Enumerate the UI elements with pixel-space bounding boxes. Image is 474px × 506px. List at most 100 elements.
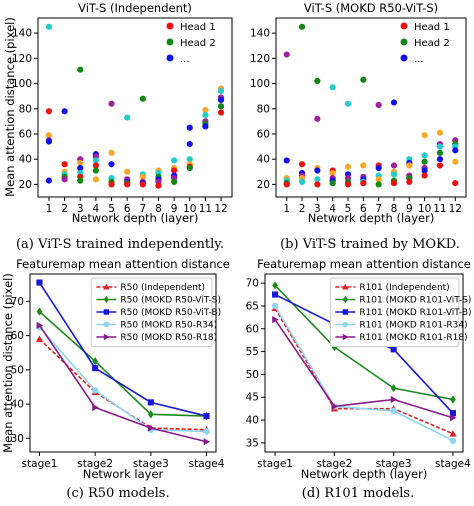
chart4-series-line	[274, 319, 454, 419]
chart1-point	[92, 162, 99, 169]
chart3-series-marker	[36, 321, 44, 329]
chart3-series-line	[38, 324, 207, 443]
chart4-legend-label: R101 (MOKD R101-R18)	[359, 333, 467, 343]
chart1-point	[217, 109, 225, 116]
chart2-point	[421, 158, 428, 165]
chart2-xtick-label: 12	[449, 203, 462, 215]
chart4-ytick-label: 50	[246, 369, 259, 381]
chart1-xtick-label: 6	[124, 203, 131, 215]
chart1-point	[45, 23, 53, 30]
chart2-legend-label: ...	[414, 54, 424, 65]
chart3-plot-frame	[29, 273, 217, 453]
chart3-series-marker	[147, 410, 154, 419]
chart2-ytick-label: 140	[250, 28, 270, 40]
chart2-point	[329, 169, 336, 177]
chart3-legend-label: R50 (MOKD R50-R18)	[120, 333, 217, 343]
chart4-ytick-label: 40	[246, 415, 259, 427]
chart1-xtick-label: 12	[214, 203, 227, 215]
chart1-point	[77, 159, 84, 167]
chart2-point	[314, 167, 321, 174]
chart4-xtick-label: stage2	[316, 458, 352, 470]
chart3-ytick-label: 60	[11, 330, 24, 342]
chart2-legend-marker	[400, 22, 408, 30]
chart2-xtick-label: 10	[418, 203, 431, 215]
chart4-legend-label: R101 (MOKD R101-R34)	[359, 321, 467, 331]
chart2-point	[314, 77, 321, 85]
chart1-ylabel: Mean attention distance (pixel)	[3, 17, 17, 197]
chart1-point	[61, 161, 68, 168]
chart4-ytick-label: 45	[246, 392, 259, 404]
chart2-point	[390, 180, 398, 187]
chart3-ylabel: Mean attention distance (pixel)	[1, 273, 15, 453]
chart1-point	[92, 167, 99, 174]
chart4-series-marker	[390, 383, 397, 393]
chart2-point	[421, 167, 428, 174]
chart3-series-line	[38, 326, 207, 433]
chart2-xtick-label: 7	[375, 203, 382, 215]
chart1-xtick-label: 8	[155, 203, 162, 215]
chart1-plot-frame	[37, 17, 233, 198]
chart1-point	[217, 88, 225, 95]
chart3-legend-marker	[103, 333, 110, 341]
chart4-series-line	[274, 284, 454, 401]
chart2-plot-frame	[275, 17, 467, 198]
chart4-series-marker	[272, 291, 279, 298]
chart1-point	[108, 161, 115, 168]
chart1-legend-marker	[166, 22, 174, 30]
chart2-point	[406, 178, 413, 185]
chart1-point	[124, 181, 131, 188]
chart1-point	[217, 103, 225, 110]
chart3-series-marker	[203, 412, 210, 420]
chart2-point	[298, 178, 306, 185]
chart1-point	[77, 177, 84, 184]
chart3-series-line	[38, 311, 207, 417]
chart1-point	[217, 96, 225, 104]
chart2-legend-marker	[400, 38, 408, 46]
chart4-legend-label: R101 (Independent)	[359, 283, 449, 293]
chart1-point	[45, 132, 53, 139]
chart1-point	[108, 100, 115, 107]
chart1-point	[139, 95, 146, 102]
chart1-xtick-label: 10	[183, 203, 196, 215]
chart2-point	[375, 176, 382, 183]
chart4-series-marker	[272, 281, 278, 290]
chart2-ytick-label: 80	[257, 103, 270, 115]
chart3-series-marker	[92, 403, 99, 412]
chart1-point	[108, 149, 115, 156]
chart1-point	[45, 177, 53, 184]
chart2-point	[283, 157, 290, 164]
chart4-xtick-label: stage1	[257, 458, 293, 470]
chart1-ytick-label: 100	[12, 78, 32, 90]
chart2-point	[329, 84, 336, 91]
chart1-legend-label: Head 2	[180, 38, 216, 49]
chart4-series-line	[274, 305, 454, 442]
chart2-ytick-label: 60	[257, 128, 270, 140]
chart2-point	[344, 100, 352, 107]
chart1-xtick-label: 2	[61, 203, 68, 215]
chart2-xtick-label: 2	[299, 203, 306, 215]
chart2-caption: (b) ViT-S trained by MOKD.	[280, 237, 460, 252]
chart1-xtick-label: 11	[199, 203, 212, 215]
chart2-point	[344, 163, 352, 170]
chart2-ytick-label: 100	[250, 78, 270, 90]
chart1-point	[186, 140, 193, 148]
chart1-point	[155, 182, 162, 189]
chart4-legend-label: R101 (MOKD R101-ViT-S)	[359, 296, 471, 306]
chart3-legend-marker	[103, 283, 110, 290]
chart3-xtick-label: stage1	[22, 458, 58, 470]
chart1-point	[202, 123, 209, 130]
chart3-legend-marker	[103, 295, 109, 304]
chart4-caption: (d) R101 models.	[302, 486, 414, 501]
chart1-point	[61, 176, 68, 183]
chart4-series-marker	[272, 316, 279, 324]
chart2-title: ViT-S (MOKD R50-ViT-S)	[304, 1, 438, 15]
chart1-point	[45, 108, 53, 115]
chart3-legend-label: R50 (MOKD R50-R34)	[120, 321, 217, 331]
chart1-xtick-label: 9	[171, 203, 178, 215]
chart4-series-marker	[390, 346, 397, 353]
chart4-ytick-label: 35	[246, 437, 259, 449]
chart1-legend-marker	[166, 38, 174, 46]
chart1-title: ViT-S (Independent)	[78, 1, 192, 15]
chart4-ytick-label: 65	[246, 300, 259, 312]
chart3-series-line	[38, 282, 207, 417]
